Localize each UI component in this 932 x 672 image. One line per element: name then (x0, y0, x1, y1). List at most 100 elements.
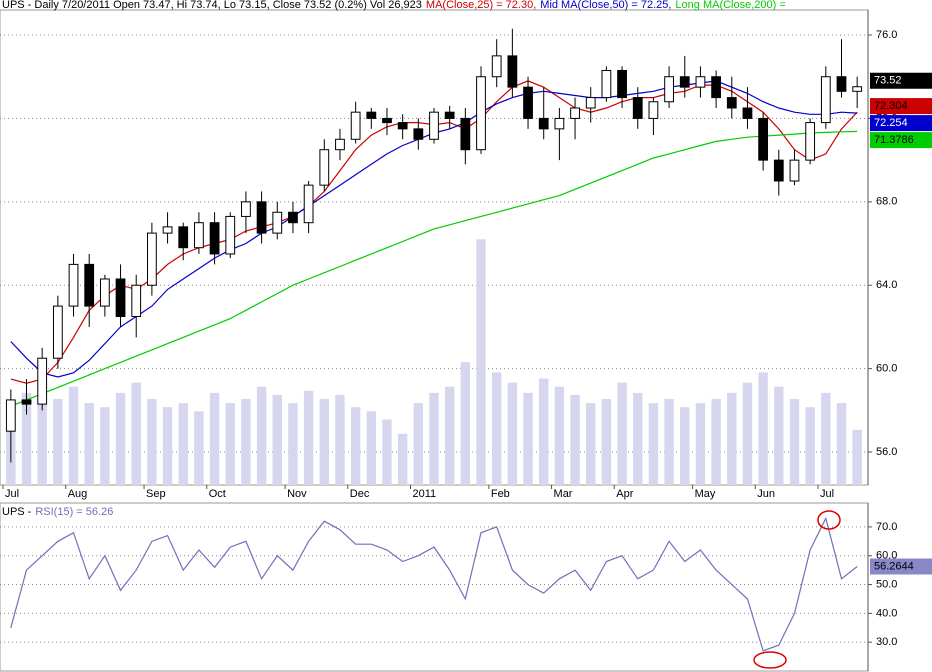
candle-body (648, 101, 659, 119)
candle-body (162, 226, 173, 234)
last-value-box (870, 72, 932, 89)
panel-header: UPS - RSI(15) = 56.26 (2, 506, 113, 518)
x-tick-label: Sep (146, 488, 166, 500)
volume-bar (742, 382, 753, 485)
x-tick-label: Feb (491, 488, 510, 500)
volume-bar (178, 403, 188, 485)
candle-body (397, 122, 408, 130)
panel-title: UPS - (2, 506, 32, 518)
candle-body (554, 117, 565, 130)
candle-body (570, 107, 580, 119)
volume-bar (397, 433, 408, 485)
volume-bar (758, 372, 768, 485)
x-tick-label: Dec (350, 488, 370, 500)
volume-bar (774, 386, 784, 485)
last-value-label: 71.3786 (874, 134, 914, 146)
candle-body (773, 159, 784, 182)
volume-bar (413, 403, 424, 485)
x-tick-label: May (695, 488, 716, 500)
volume-bar (586, 403, 596, 485)
candle-body (585, 97, 596, 109)
volume-bar (303, 390, 314, 485)
x-tick-label: Jul (820, 488, 834, 500)
candle-body (491, 55, 502, 78)
candle-body (256, 201, 267, 234)
volume-bar (288, 403, 298, 485)
candle-body (84, 263, 95, 307)
y-tick-label: 40.0 (876, 607, 897, 619)
candle-body (147, 232, 157, 286)
candle-body (241, 201, 251, 217)
volume-bar (633, 392, 643, 485)
candle-body (632, 97, 643, 119)
volume-bar (711, 399, 721, 485)
y-tick-label: 70.0 (876, 521, 897, 533)
candle-body (288, 211, 298, 224)
volume-bar (68, 386, 79, 485)
volume-bar (476, 239, 486, 485)
candle-body (726, 97, 737, 109)
x-tick-label: 2011 (412, 488, 436, 500)
candle-body (789, 159, 800, 182)
peak-highlight (817, 510, 841, 530)
volume-bar (319, 399, 329, 485)
candle-body (758, 117, 769, 161)
last-value-box (870, 115, 932, 132)
x-tick-label: Oct (209, 488, 226, 500)
legend-entry: Mid MA(Close,50) = 72.25, (540, 0, 671, 11)
y-tick-label: 68.0 (876, 196, 897, 208)
y-tick-label: 56.0 (876, 446, 897, 458)
x-tick-label: Jun (757, 488, 775, 500)
x-tick-label: Apr (616, 488, 633, 500)
candle-body (366, 111, 377, 119)
candle-body (225, 215, 236, 255)
candle-body (852, 86, 863, 92)
legend-entry: Long MA(Close,200) = (675, 0, 785, 11)
volume-bar (836, 403, 847, 485)
candle-body (303, 184, 314, 224)
candle-body (805, 122, 816, 161)
volume-bar (241, 399, 251, 485)
volume-bar (256, 386, 267, 485)
volume-bar (131, 382, 141, 485)
candle-body (679, 76, 690, 88)
candle-body (476, 76, 486, 151)
candle-body (209, 222, 220, 255)
volume-bar (84, 403, 94, 485)
candle-body (194, 222, 204, 249)
volume-bar (21, 392, 32, 485)
x-tick-label: Nov (287, 488, 307, 500)
candle-body (601, 69, 612, 99)
volume-bar (601, 399, 612, 485)
volume-bar (37, 382, 47, 485)
volume-bar (53, 399, 63, 485)
candle-body (131, 284, 142, 318)
last-value-label: 72.254 (874, 117, 908, 129)
candle-body (523, 86, 533, 119)
candle-body (382, 117, 392, 124)
volume-bar (539, 378, 549, 485)
candle-body (711, 76, 721, 99)
y-tick-label: 50.0 (876, 578, 897, 590)
candle-body (5, 399, 16, 432)
candle-body (444, 111, 455, 119)
volume-bar (115, 392, 126, 485)
candle-body (664, 76, 674, 103)
y-tick-label: 60.0 (876, 363, 897, 375)
y-tick-label: 76.0 (876, 29, 897, 41)
legend-entry: MA(Close,25) = 72.30, (426, 0, 536, 11)
volume-bar (491, 372, 502, 485)
volume-bar (570, 394, 580, 485)
volume-bar (366, 411, 377, 485)
volume-bar (554, 386, 565, 485)
volume-bar (789, 399, 800, 485)
volume-bar (460, 362, 471, 485)
candle-body (820, 76, 831, 124)
last-value-label: 72.304 (874, 100, 908, 112)
last-value-box (870, 98, 932, 115)
candle-body (742, 107, 753, 119)
volume-bar (695, 403, 706, 485)
candle-body (178, 226, 189, 249)
last-value-box (870, 132, 932, 149)
